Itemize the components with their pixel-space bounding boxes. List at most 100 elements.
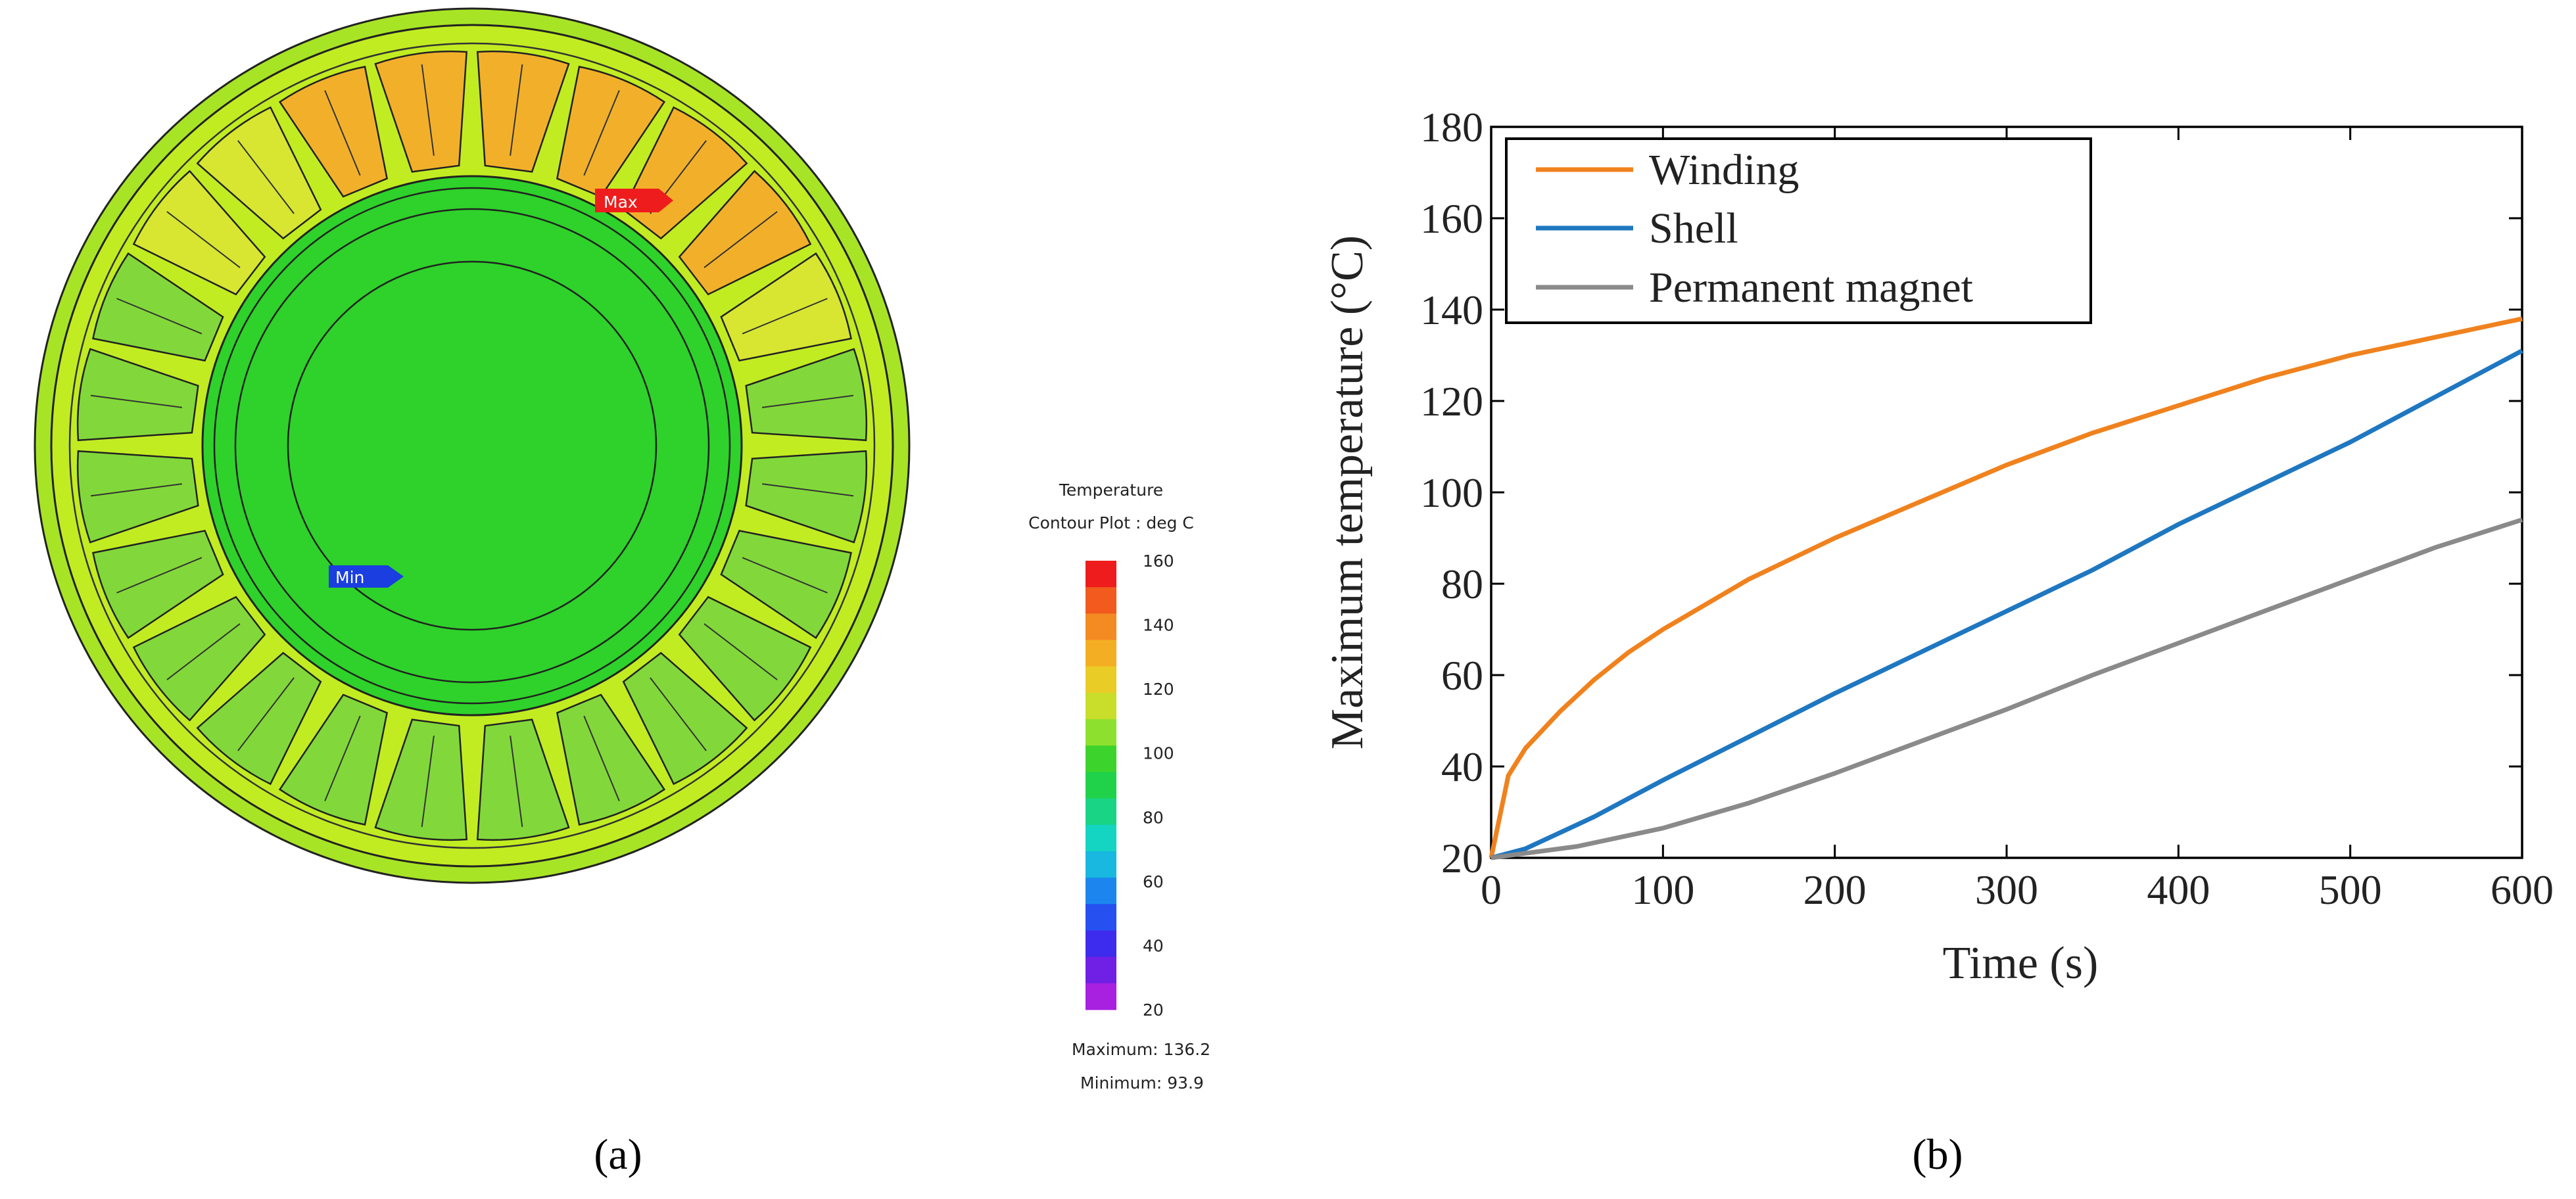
slot-divider [583,90,620,176]
x-axis-ticks: 0 100 200 300 400 500 600 [1481,127,2554,913]
y-tick-label: 20 [1441,835,1483,882]
slot-divider [116,298,203,335]
colorbar-band [1085,878,1116,905]
x-tick-label: 400 [2147,866,2210,913]
rotor-outer-ring [201,175,743,717]
slot-divider [704,211,778,268]
rotor-shaft-line [287,260,657,631]
chart-legend: Winding Shell Permanent magnet [1505,137,2092,324]
stator-slot [196,651,322,786]
colorbar-tick-label: 160 [1143,552,1174,571]
stator-slots [76,50,868,841]
slot-divider [742,298,828,335]
max-marker: Max [595,189,673,212]
stator-slot [76,450,199,544]
colorbar-band [1085,956,1116,984]
minimum-readout: Minimum: 93.9 [1080,1073,1204,1093]
slot-divider [421,64,435,156]
stator-slot [278,694,389,826]
stator-slot [556,66,666,198]
colorbar-tick-label: 60 [1143,872,1164,891]
series-line-winding [1489,316,2523,858]
slot-divider [166,211,241,268]
stator-slot [92,529,224,640]
colorbar-band [1085,640,1116,667]
series-lines [1489,316,2523,860]
stator-slot [745,348,868,442]
stator-slot [132,596,266,722]
slot-divider [762,394,854,408]
y-tick-label: 180 [1420,104,1483,151]
slot-divider [90,394,182,408]
colorbar-band [1085,692,1116,720]
stator-slot [196,106,322,240]
slot-divider [650,677,707,751]
panel-a-thermal-contour: Max Min Temperature Contour Plot : deg C… [34,7,1210,1179]
slot-divider [742,557,828,594]
stator-slot [374,718,468,841]
stator-slot [92,252,224,362]
legend-subtitle: Contour Plot : deg C [1028,513,1194,532]
legend-label: Shell [1649,204,1738,252]
legend-title: Temperature [1059,481,1163,500]
stator-slot [374,50,468,173]
rotor-airgap-line [213,187,731,705]
max-marker-label: Max [604,193,638,212]
series-line-shell [1491,348,2523,860]
colorbar-tick-label: 80 [1143,808,1164,827]
colorbar-band [1085,745,1116,772]
y-tick-label: 140 [1420,287,1483,333]
slot-divider [116,557,203,594]
slot-divider [324,715,361,801]
colorbar-band [1085,824,1116,852]
stator-slot [720,529,852,640]
colorbar-tick-label: 40 [1143,936,1164,955]
stator-slot [476,718,570,841]
slot-divider [166,623,241,680]
x-tick-label: 100 [1631,866,1694,913]
x-axis-label: Time (s) [1943,938,2099,989]
x-tick-label: 200 [1803,866,1867,913]
colorbar-tick-labels: 160 140 120 100 80 60 40 20 [1143,552,1174,1020]
colorbar-band [1085,561,1116,588]
slot-divider [324,90,361,176]
y-tick-label: 160 [1420,195,1483,242]
stator-slot [678,596,812,722]
panel-a-caption: (a) [594,1131,642,1179]
stator-slot [720,252,852,362]
legend-items: Winding Shell Permanent magnet [1536,146,1973,312]
colorbar-band [1085,772,1116,799]
legend-label: Permanent magnet [1649,264,1973,312]
stator-slot [278,66,389,198]
colorbar-tick-label: 20 [1143,1000,1164,1020]
colorbar-band [1085,798,1116,826]
slot-divider [237,677,295,751]
y-axis-label: Maximum temperature (°C) [1322,235,1373,749]
x-tick-label: 300 [1975,866,2038,913]
slot-divider [237,140,295,214]
slot-divider [510,64,523,156]
y-tick-label: 60 [1441,652,1483,699]
x-tick-label: 600 [2491,866,2554,913]
slot-divider [704,623,778,680]
temperature-colorbar [1085,561,1116,1010]
maximum-readout: Maximum: 136.2 [1072,1040,1210,1059]
colorbar-band [1085,983,1116,1010]
panel-b-caption: (b) [1913,1131,1963,1179]
slot-divider [90,483,182,497]
colorbar-tick-label: 140 [1143,616,1174,635]
colorbar-band [1085,613,1116,641]
y-tick-label: 120 [1420,378,1483,425]
stator-slot [678,170,812,296]
colorbar-band [1085,587,1116,614]
y-tick-label: 40 [1441,743,1483,790]
panel-b-line-chart: 20 40 60 80 100 120 140 160 180 0 100 200 300 400 500… [1322,104,2554,1179]
colorbar-band [1085,930,1116,958]
slot-divider [583,715,620,801]
colorbar-band [1085,851,1116,878]
colorbar-band [1085,719,1116,746]
stator-slot [76,348,199,442]
yoke-inner-boundary [68,42,876,849]
stator-slot [132,170,266,296]
